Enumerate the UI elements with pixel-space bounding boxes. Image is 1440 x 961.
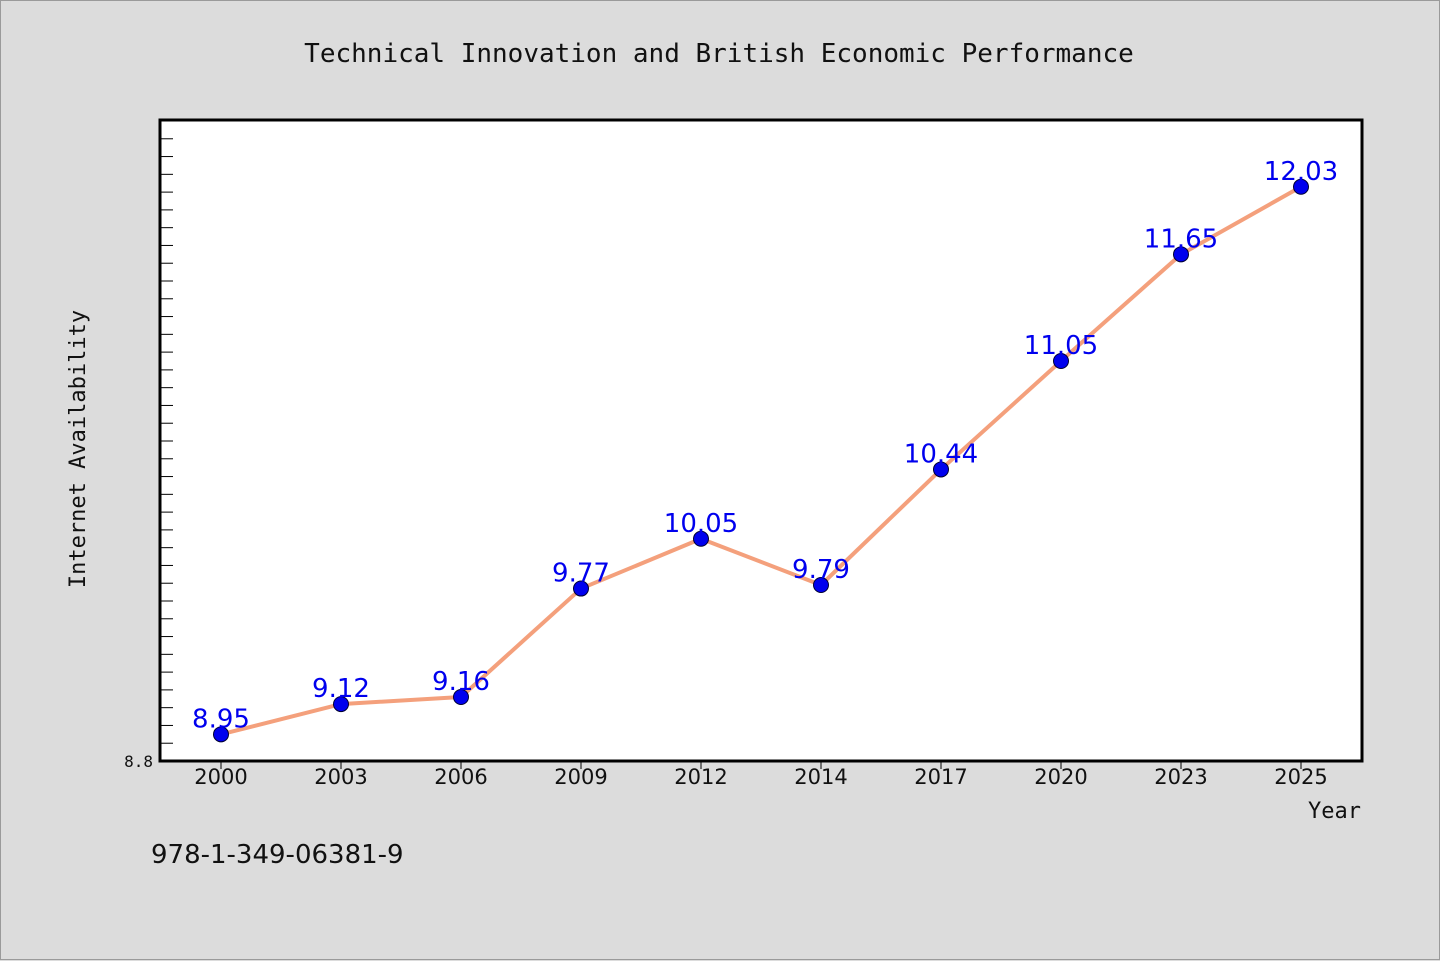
data-point xyxy=(933,461,949,478)
data-point xyxy=(693,530,709,547)
x-tick-label: 2003 xyxy=(314,765,367,789)
x-tick-label: 2025 xyxy=(1274,765,1327,789)
x-tick-label: 2009 xyxy=(554,765,607,789)
x-tick-label: 2023 xyxy=(1154,765,1207,789)
data-point xyxy=(573,580,589,597)
data-point xyxy=(813,577,829,593)
x-axis: 2000 2003 2006 2009 2012 2014 2017 2020 2023 2025 xyxy=(194,761,1328,789)
chart-title: Technical Innovation and British Economi… xyxy=(304,39,1134,69)
data-label: 10.44 xyxy=(904,439,978,469)
data-label: 10.05 xyxy=(664,509,738,539)
data-label: 8.95 xyxy=(192,704,250,734)
data-label: 9.79 xyxy=(792,555,850,585)
x-tick-label: 2006 xyxy=(434,765,487,789)
data-label: 12.03 xyxy=(1264,157,1338,187)
data-point xyxy=(453,689,469,705)
series-line xyxy=(220,185,1302,737)
data-label: 11.05 xyxy=(1024,331,1098,361)
data-point xyxy=(1173,246,1189,263)
x-tick-label: 2017 xyxy=(914,765,967,789)
data-point xyxy=(333,696,349,713)
data-label: 9.12 xyxy=(312,674,370,704)
series-group: 8.95 9.12 9.16 9.77 10.05 9.79 10.44 11.05 11.65… xyxy=(192,157,1338,743)
y-axis-ticks: 8.8 xyxy=(124,120,173,771)
x-axis-label: Year xyxy=(1308,799,1361,824)
data-label: 9.77 xyxy=(552,559,610,589)
x-tick-label: 2014 xyxy=(794,765,847,789)
x-tick-label: 2012 xyxy=(674,765,727,789)
data-point xyxy=(1053,353,1069,369)
data-point xyxy=(1293,178,1309,195)
isbn-label: 978-1-349-06381-9 xyxy=(151,840,404,870)
plot-area xyxy=(158,118,1364,763)
x-tick-label: 2020 xyxy=(1034,765,1087,789)
y-tick-label: 8.8 xyxy=(124,752,153,771)
y-axis-label: Internet Availability xyxy=(66,310,91,588)
data-label: 9.16 xyxy=(432,667,490,697)
data-point xyxy=(213,726,229,743)
x-tick-label: 2000 xyxy=(194,765,247,789)
data-label: 11.65 xyxy=(1144,224,1218,254)
